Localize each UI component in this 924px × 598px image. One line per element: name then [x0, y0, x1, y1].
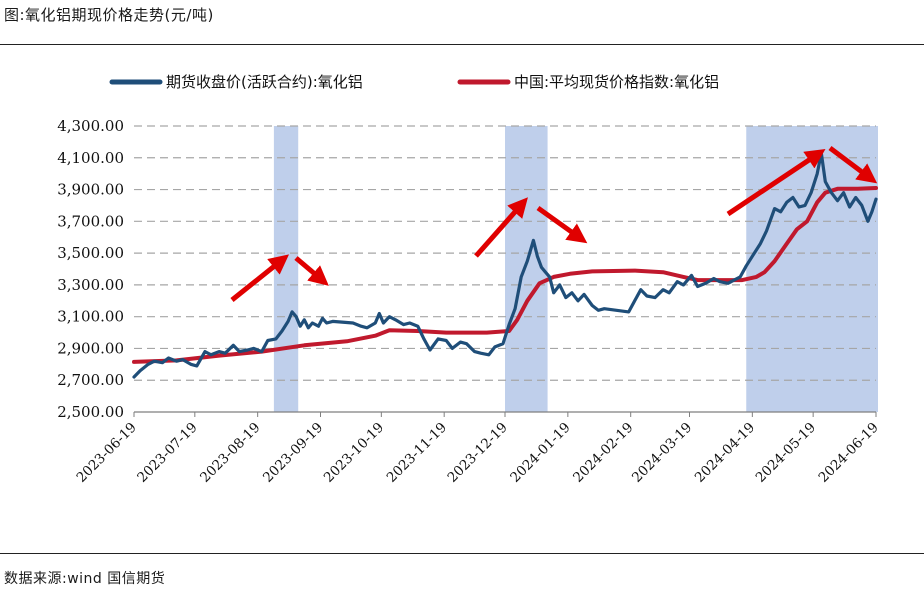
y-tick-label: 4,300.00	[57, 117, 124, 135]
series-line-futures	[132, 151, 878, 379]
series-line-spot-index	[132, 186, 878, 364]
x-tick-label: 2023-07-19	[134, 420, 200, 486]
x-tick-label: 2023-08-19	[197, 420, 263, 486]
shaded-periods	[273, 126, 878, 412]
x-tick-label: 2023-09-19	[260, 420, 326, 486]
trend-arrow	[536, 205, 588, 244]
series-lines	[132, 151, 878, 379]
x-tick-label: 2024-05-19	[753, 420, 819, 486]
legend-label-spot-index: 中国:平均现货价格指数:氧化铝	[514, 73, 719, 91]
x-tick-label: 2024-06-19	[815, 420, 881, 486]
y-tick-label: 2,500.00	[57, 403, 124, 421]
x-tick-label: 2023-10-19	[321, 420, 387, 486]
x-tick-label: 2024-03-19	[629, 420, 695, 486]
trend-arrow	[294, 256, 329, 286]
y-tick-labels: 2,500.00 2,700.00 2,900.00 3,100.00 3,300.00…	[57, 117, 124, 421]
x-tick-label: 2024-01-19	[507, 420, 573, 486]
y-tick-label: 4,100.00	[57, 149, 124, 167]
x-tick-label: 2023-06-19	[73, 420, 139, 486]
trend-arrow	[828, 146, 878, 184]
shaded-period	[273, 126, 299, 412]
top-rule	[0, 44, 924, 45]
x-tick-label: 2023-12-19	[444, 420, 510, 486]
trend-arrow	[474, 197, 528, 258]
figure-title: 图:氧化铝期现价格走势(元/吨)	[4, 6, 214, 24]
x-tick-label: 2024-04-19	[692, 420, 758, 486]
y-tick-label: 3,500.00	[57, 244, 124, 262]
legend: 期货收盘价(活跃合约):氧化铝 中国:平均现货价格指数:氧化铝	[109, 73, 719, 91]
legend-label-futures: 期货收盘价(活跃合约):氧化铝	[166, 73, 363, 91]
shaded-period	[505, 126, 548, 412]
y-tick-label: 3,300.00	[57, 276, 124, 294]
y-tick-label: 3,900.00	[57, 181, 124, 199]
trend-arrow	[230, 254, 290, 302]
source-note: 数据来源:wind 国信期货	[4, 571, 166, 587]
x-tick-label: 2024-02-19	[570, 420, 636, 486]
y-tick-label: 3,100.00	[57, 308, 124, 326]
y-tick-label: 3,700.00	[57, 212, 124, 230]
bottom-rule	[0, 553, 924, 554]
x-tick-labels: 2023-06-192023-07-192023-08-192023-09-19…	[73, 412, 882, 486]
y-tick-label: 2,700.00	[57, 371, 124, 389]
x-tick-label: 2023-11-19	[384, 420, 450, 486]
y-tick-label: 2,900.00	[57, 339, 124, 357]
trend-arrows	[230, 146, 878, 302]
trend-arrow	[726, 149, 826, 217]
